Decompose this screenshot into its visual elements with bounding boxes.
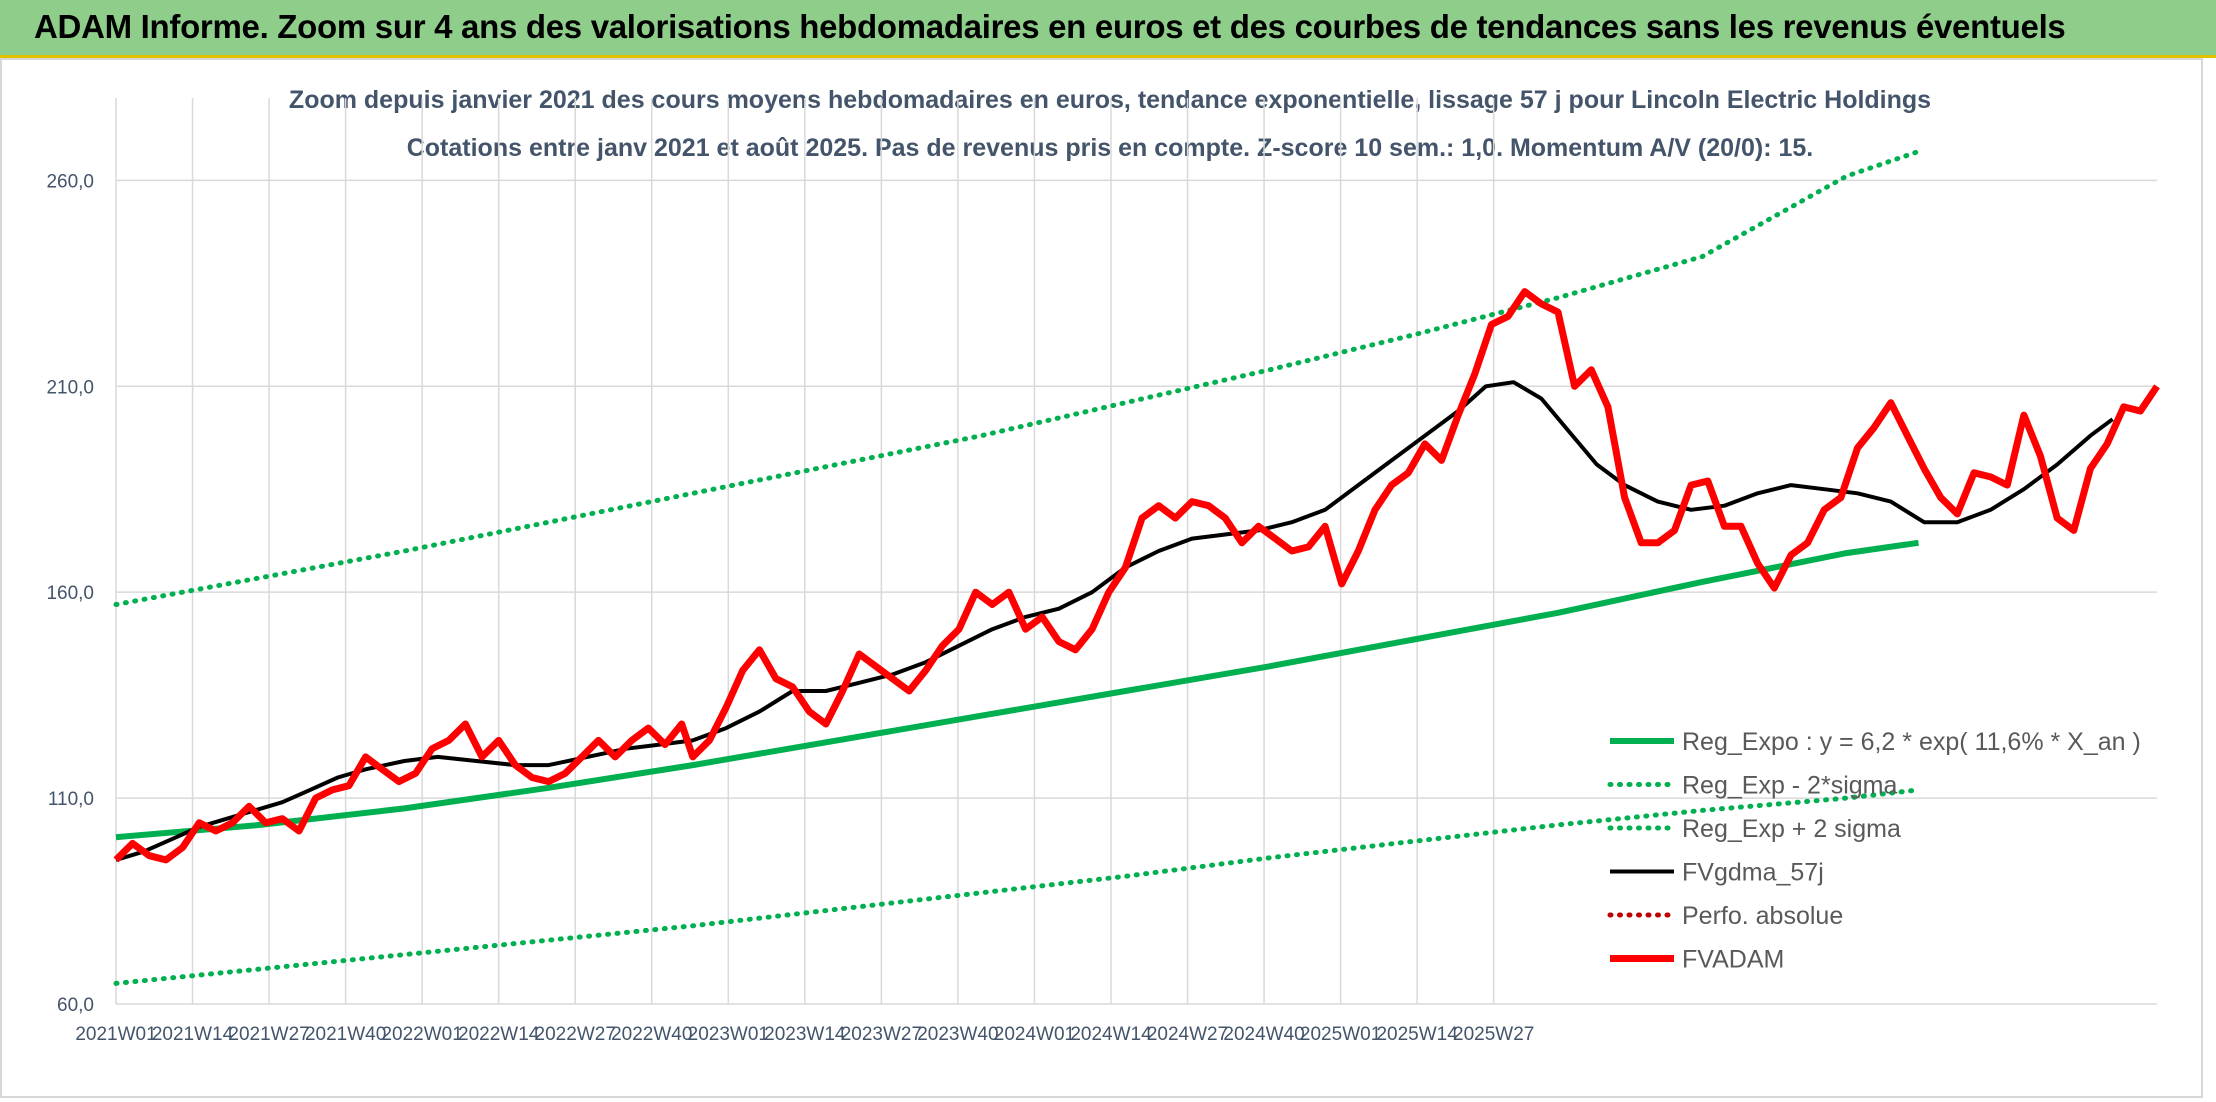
legend-label: Reg_Exp - 2*sigma	[1682, 772, 1897, 800]
x-tick-label: 2021W14	[152, 1024, 234, 1045]
x-tick-label: 2023W40	[917, 1024, 998, 1045]
y-tick-label: 210,0	[46, 377, 94, 398]
x-tick-label: 2025W27	[1453, 1024, 1534, 1045]
y-tick-label: 110,0	[48, 789, 94, 810]
x-tick-label: 2023W14	[764, 1024, 846, 1045]
x-tick-label: 2022W01	[381, 1024, 462, 1045]
y-tick-label: 160,0	[46, 583, 94, 604]
x-tick-label: 2021W40	[305, 1024, 386, 1045]
x-tick-label: 2023W01	[688, 1024, 769, 1045]
legend-label: Reg_Expo : y = 6,2 * exp( 11,6% * X_an )	[1682, 728, 2141, 756]
x-tick-label: 2023W27	[841, 1024, 922, 1045]
x-tick-label: 2025W14	[1376, 1024, 1458, 1045]
grid-lines	[115, 98, 2157, 1005]
series-line-reg-exp-2-sigma	[113, 787, 1921, 986]
legend: Reg_Expo : y = 6,2 * exp( 11,6% * X_an )…	[1607, 728, 2141, 974]
y-tick-label: 260,0	[46, 171, 94, 192]
x-tick-label: 2021W27	[228, 1024, 309, 1045]
chart-subtitle: Cotations entre janv 2021 et août 2025. …	[407, 134, 1814, 162]
series-line-fvadam	[113, 288, 2160, 864]
x-tick-label: 2022W40	[611, 1024, 692, 1045]
x-tick-label: 2025W01	[1300, 1024, 1381, 1045]
x-tick-label: 2024W01	[994, 1024, 1075, 1045]
chart-frame: Zoom depuis janvier 2021 des cours moyen…	[0, 58, 2203, 1098]
x-tick-label: 2024W14	[1070, 1024, 1152, 1045]
report-banner: ADAM Informe. Zoom sur 4 ans des valoris…	[0, 0, 2216, 58]
x-tick-label: 2022W14	[458, 1024, 540, 1045]
chart-title: Zoom depuis janvier 2021 des cours moyen…	[289, 86, 1931, 114]
legend-label: FVgdma_57j	[1682, 859, 1824, 887]
legend-label: FVADAM	[1682, 946, 1784, 974]
report-title: ADAM Informe. Zoom sur 4 ans des valoris…	[34, 8, 2066, 45]
x-axis-ticks: 2021W012021W142021W272021W402022W012022W…	[75, 1024, 1534, 1045]
chart: Zoom depuis janvier 2021 des cours moyen…	[46, 86, 2160, 1045]
series-layer	[113, 149, 2160, 986]
series-line-reg-expo-y-6-2-exp-11-6-	[115, 539, 1919, 841]
x-tick-label: 2024W40	[1223, 1024, 1304, 1045]
x-tick-label: 2021W01	[75, 1024, 156, 1045]
legend-label: Perfo. absolue	[1682, 902, 1843, 930]
series-line-reg-exp-2-sigma	[113, 149, 1921, 607]
x-tick-label: 2022W27	[535, 1024, 616, 1045]
y-axis-ticks: 60,0 110,0 160,0 210,0 260,0	[46, 171, 94, 1016]
y-tick-label: 60,0	[57, 995, 94, 1016]
x-tick-label: 2024W27	[1147, 1024, 1228, 1045]
legend-label: Reg_Exp + 2 sigma	[1682, 815, 1901, 843]
